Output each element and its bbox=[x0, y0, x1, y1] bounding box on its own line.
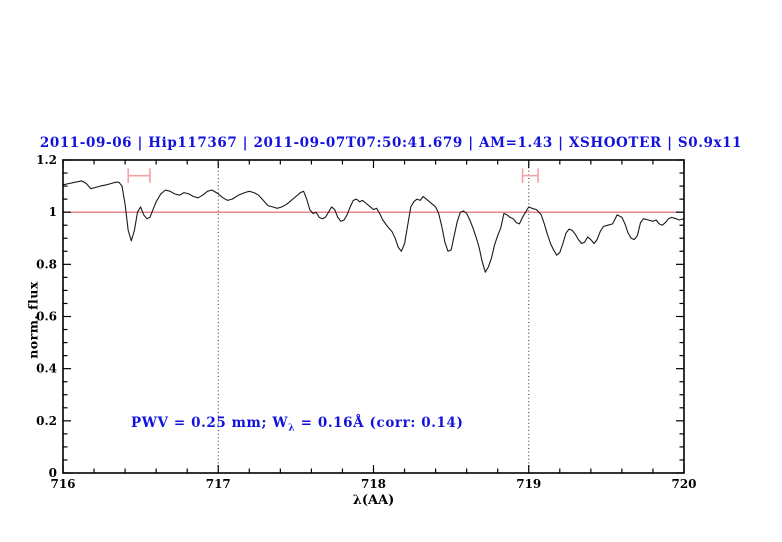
y-tick-label: 0.8 bbox=[36, 257, 57, 271]
pwv-annotation-post: = 0.16Å (corr: 0.14) bbox=[295, 415, 464, 431]
x-tick-label: 719 bbox=[516, 477, 541, 491]
x-axis-title: λ(AA) bbox=[352, 493, 395, 508]
x-tick-label: 718 bbox=[361, 477, 386, 491]
pwv-annotation: PWV = 0.25 mm; Wλ = 0.16Å (corr: 0.14) bbox=[131, 415, 464, 434]
pwv-annotation-lambda-subscript: λ bbox=[288, 422, 296, 434]
y-tick-label: 0.4 bbox=[36, 362, 57, 376]
pwv-annotation-pre: PWV = 0.25 mm; W bbox=[131, 415, 289, 431]
y-tick-label: 0 bbox=[49, 466, 57, 480]
y-tick-label: 0.2 bbox=[36, 414, 57, 428]
y-tick-label: 1 bbox=[49, 205, 57, 219]
x-tick-label: 717 bbox=[206, 477, 231, 491]
spectrum-line bbox=[62, 180, 685, 273]
plot-title: 2011-09-06 | Hip117367 | 2011-09-07T07:5… bbox=[39, 135, 743, 151]
y-tick-label: 0.6 bbox=[36, 310, 57, 324]
y-tick-label: 1.2 bbox=[36, 153, 57, 167]
x-tick-label: 720 bbox=[671, 477, 696, 491]
x-tick-label: 716 bbox=[50, 477, 75, 491]
